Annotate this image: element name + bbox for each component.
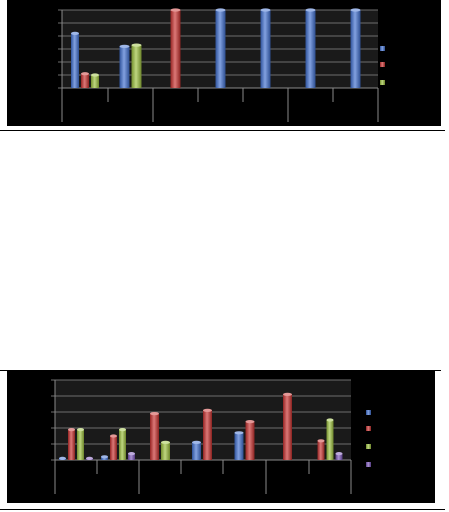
bar-cap-top [350, 8, 361, 12]
bar-cap-top [131, 43, 142, 47]
bar-top [119, 46, 130, 88]
bar-cap-bottom [245, 420, 255, 424]
divider-middle [0, 370, 441, 371]
legend-swatch-top [380, 80, 385, 85]
bar-bottom [245, 421, 255, 460]
bar-cap-bottom [86, 456, 93, 460]
bar-cap-top [260, 8, 271, 12]
bar-bottom [161, 442, 170, 460]
bar-top [131, 45, 142, 88]
bar-cap-bottom [326, 418, 334, 422]
divider-bottom [0, 509, 445, 510]
bar-bottom [119, 429, 126, 460]
bar-top [305, 10, 316, 88]
bar-cap-bottom [110, 434, 117, 438]
bar-cap-top [71, 31, 79, 35]
divider-top [0, 130, 445, 131]
legend-swatch-top [380, 46, 385, 51]
bar-cap-top [305, 8, 316, 12]
bar-cap-top [119, 44, 130, 49]
bar-top [71, 33, 79, 88]
bar-cap-top [215, 8, 226, 12]
bar-top [170, 10, 181, 88]
bar-bottom [128, 453, 135, 460]
legend-swatch-bottom [366, 426, 371, 431]
bar-cap-bottom [77, 428, 84, 432]
bar-bottom [326, 420, 334, 460]
bar-bottom [234, 432, 244, 460]
bar-cap-bottom [192, 440, 201, 444]
bar-bottom [101, 456, 108, 460]
bar-top [260, 10, 271, 88]
bar-cap-bottom [234, 431, 244, 435]
bar-top [81, 73, 89, 88]
bar-bottom [77, 429, 84, 460]
legend-swatch-bottom [366, 410, 371, 415]
bar-cap-bottom [68, 428, 75, 432]
legend-swatch-bottom [366, 462, 371, 467]
bar-cap-bottom [150, 412, 159, 416]
bar-cap-bottom [283, 392, 292, 396]
legend-swatch-bottom [366, 444, 371, 449]
bar-bottom [68, 429, 75, 460]
bar-cap-bottom [119, 428, 126, 432]
bar-bottom [150, 413, 159, 460]
bar-cap-bottom [59, 456, 66, 460]
bar-top [91, 75, 99, 88]
bar-bottom [192, 442, 201, 460]
bar-cap-top [81, 72, 89, 76]
bar-bottom [317, 440, 325, 460]
bar-cap-top [170, 8, 181, 12]
bar-cap-bottom [128, 452, 135, 456]
legend-swatch-top [380, 62, 385, 67]
bar-cap-bottom [335, 452, 343, 456]
bar-cap-bottom [101, 455, 108, 459]
bar-cap-top [91, 73, 99, 77]
bar-bottom [335, 453, 343, 460]
bar-cap-bottom [317, 439, 325, 443]
bar-cap-bottom [161, 440, 170, 444]
bar-bottom [203, 410, 212, 460]
bar-top [350, 10, 361, 88]
bar-cap-bottom [203, 408, 212, 412]
bar-bottom [110, 436, 117, 460]
bar-bottom [283, 394, 292, 460]
bar-top [215, 10, 226, 88]
